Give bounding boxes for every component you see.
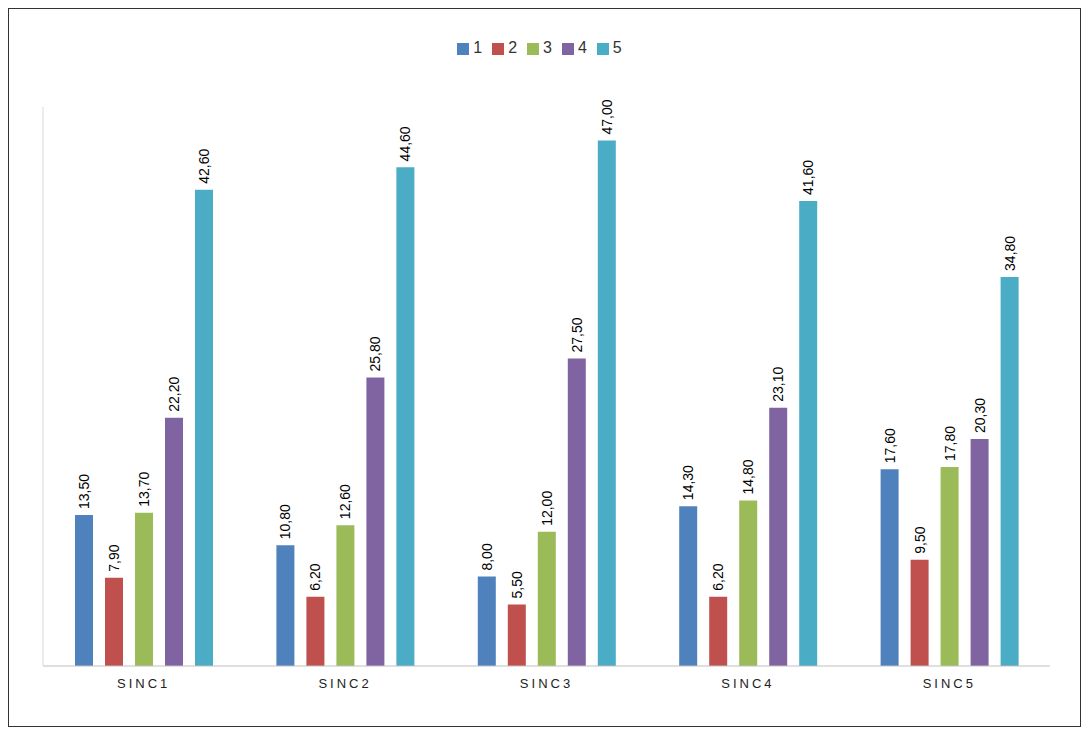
- svg-text:8,00: 8,00: [479, 543, 495, 570]
- svg-text:27,50: 27,50: [569, 317, 585, 352]
- svg-text:12,00: 12,00: [539, 491, 555, 526]
- svg-text:47,00: 47,00: [599, 99, 615, 134]
- svg-text:SINC3: SINC3: [520, 676, 573, 691]
- svg-text:44,60: 44,60: [397, 126, 413, 161]
- html-text:5: 5: [612, 39, 622, 56]
- svg-text:SINC5: SINC5: [923, 676, 976, 691]
- svg-text:SINC2: SINC2: [318, 676, 371, 691]
- svg-text:10,80: 10,80: [277, 504, 293, 539]
- svg-text:23,10: 23,10: [770, 366, 786, 401]
- svg-text:25,80: 25,80: [367, 336, 383, 371]
- svg-text:SINC4: SINC4: [721, 676, 774, 691]
- svg-text:7,90: 7,90: [106, 544, 122, 571]
- svg-text:20,30: 20,30: [972, 398, 988, 433]
- svg-text:9,50: 9,50: [912, 526, 928, 553]
- svg-text:SINC1: SINC1: [117, 676, 170, 691]
- html-text:1: 1: [473, 39, 483, 56]
- html-text:3: 3: [543, 39, 552, 56]
- svg-text:13,50: 13,50: [76, 474, 92, 509]
- svg-text:41,60: 41,60: [800, 160, 816, 195]
- svg-text:42,60: 42,60: [196, 148, 212, 183]
- svg-text:17,60: 17,60: [882, 428, 898, 463]
- svg-text:12,60: 12,60: [337, 484, 353, 519]
- svg-text:22,20: 22,20: [166, 377, 182, 412]
- svg-text:13,70: 13,70: [136, 472, 152, 507]
- svg-text:5,50: 5,50: [509, 571, 525, 598]
- svg-text:14,80: 14,80: [740, 459, 756, 494]
- svg-text:34,80: 34,80: [1002, 236, 1018, 271]
- svg-text:6,20: 6,20: [710, 563, 726, 590]
- svg-text:6,20: 6,20: [307, 563, 323, 590]
- html-text:2: 2: [508, 39, 517, 56]
- svg-text:14,30: 14,30: [680, 465, 696, 500]
- svg-text:17,80: 17,80: [942, 426, 958, 461]
- html-text:4: 4: [578, 39, 587, 56]
